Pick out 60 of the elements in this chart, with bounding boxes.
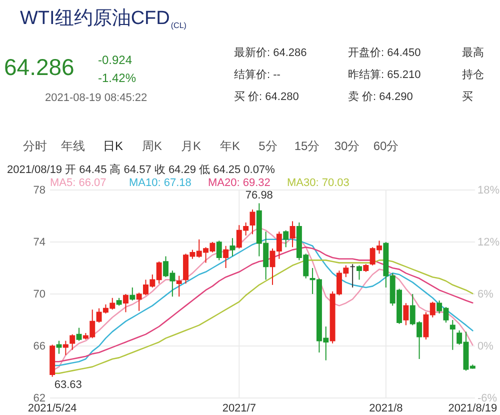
text: 30分 — [334, 139, 360, 153]
candlestick — [76, 327, 82, 342]
candlestick — [130, 287, 136, 301]
annotation: 76.98 — [245, 189, 273, 202]
text: MA5: 66.07 — [50, 177, 106, 189]
candlestick — [250, 209, 256, 235]
text: 分时 — [23, 139, 47, 153]
text: MA20: 69.32 — [208, 177, 270, 189]
text: 买 价: 64.280 — [234, 91, 299, 103]
annotation: 63.63 — [54, 378, 82, 391]
text: MA30: 70.03 — [287, 177, 350, 189]
candlestick — [450, 320, 456, 350]
text: 结算价: -- — [234, 68, 281, 81]
text: MA10: 67.18 — [129, 177, 192, 189]
text: -0.924 — [98, 53, 132, 67]
candlestick — [356, 264, 362, 280]
candlestick — [230, 238, 236, 257]
text: 2021-08-19 08:45:22 — [45, 92, 148, 104]
text: 最高 — [462, 46, 484, 59]
y2-tick-label: 6% — [478, 288, 494, 300]
y2-tick-label: 18% — [478, 184, 500, 196]
text: 日K — [102, 139, 124, 153]
text: -1.42% — [98, 71, 136, 85]
text: 64.286 — [4, 54, 74, 80]
x-tick-label: 2021/8 — [369, 402, 403, 414]
y2-tick-label: 12% — [478, 236, 500, 248]
text: 卖 价: 64.290 — [348, 90, 413, 103]
candlestick — [283, 230, 289, 248]
text: 2021/08/19 开 64.45 高 64.57 收 64.29 低 64.25 0.07% — [7, 163, 276, 176]
candlestick — [62, 340, 68, 356]
x-tick-label: 2021/8/19 — [448, 402, 498, 414]
x-tick-label: 2021/5/24 — [28, 402, 77, 414]
candlestick — [122, 294, 128, 313]
text: 15分 — [294, 139, 320, 153]
text: 月K — [180, 139, 202, 153]
candlestick — [350, 264, 356, 288]
text: 持仓 — [462, 69, 484, 81]
text: 昨结算: 65.210 — [348, 68, 421, 81]
candlestick — [403, 302, 409, 326]
candlestick — [223, 245, 229, 268]
candlestick — [176, 275, 182, 298]
text: 周K — [142, 139, 162, 153]
text: 开盘价: 64.450 — [348, 47, 421, 59]
y-tick-label: 74 — [33, 236, 46, 248]
text: 60分 — [373, 139, 399, 153]
text: 最新价: 64.286 — [234, 46, 307, 59]
y-tick-label: 70 — [33, 288, 46, 300]
candlestick — [216, 240, 222, 261]
y2-tick-label: -6% — [478, 392, 498, 404]
candlestick — [70, 334, 76, 350]
y-tick-label: 78 — [33, 184, 46, 196]
text: 年线 — [61, 139, 85, 153]
y-tick-label: 62 — [33, 392, 46, 404]
text: 年K — [220, 139, 240, 153]
x-tick-label: 2021/7 — [222, 402, 256, 414]
text: 5分 — [258, 139, 278, 153]
text: 买 — [462, 91, 473, 103]
y2-tick-label: 0% — [478, 340, 494, 352]
candlestick — [290, 220, 296, 248]
y-tick-label: 66 — [33, 340, 46, 352]
